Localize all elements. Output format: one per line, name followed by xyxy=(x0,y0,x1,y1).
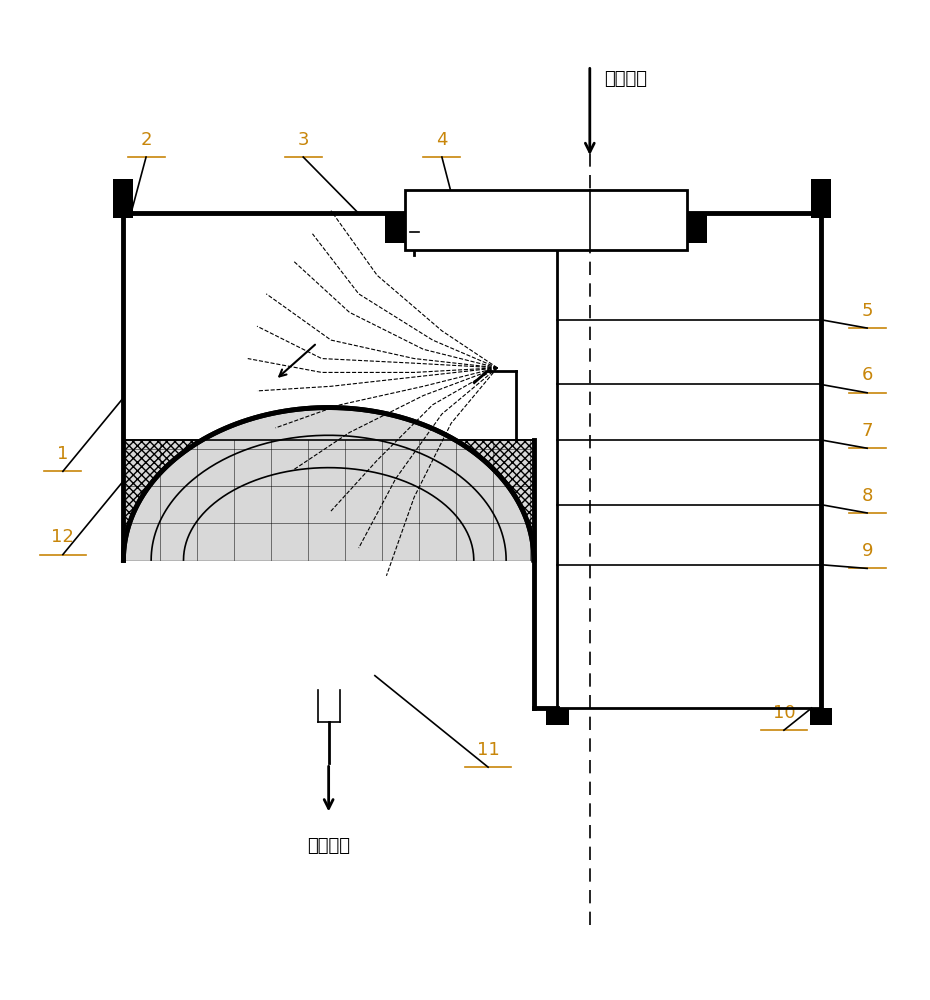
Text: 1: 1 xyxy=(57,445,69,463)
Bar xyxy=(687,213,707,243)
Bar xyxy=(385,213,405,243)
Bar xyxy=(811,179,831,218)
Bar xyxy=(810,708,832,725)
Text: 3: 3 xyxy=(298,131,309,149)
Text: 9: 9 xyxy=(861,542,873,560)
Text: 11: 11 xyxy=(477,741,499,759)
Bar xyxy=(123,440,535,560)
Text: 冲洗液出: 冲洗液出 xyxy=(307,837,350,855)
Text: 2: 2 xyxy=(140,131,152,149)
Polygon shape xyxy=(123,408,535,560)
Text: 10: 10 xyxy=(773,704,795,722)
Bar xyxy=(546,708,568,725)
Text: 冲洗液进: 冲洗液进 xyxy=(604,70,646,88)
Bar xyxy=(113,179,133,218)
Bar xyxy=(405,190,687,250)
Text: 12: 12 xyxy=(51,528,74,546)
Text: 4: 4 xyxy=(436,131,447,149)
Text: 5: 5 xyxy=(861,302,873,320)
Text: 7: 7 xyxy=(861,422,873,440)
Text: 6: 6 xyxy=(861,366,873,384)
Text: 8: 8 xyxy=(861,487,873,505)
